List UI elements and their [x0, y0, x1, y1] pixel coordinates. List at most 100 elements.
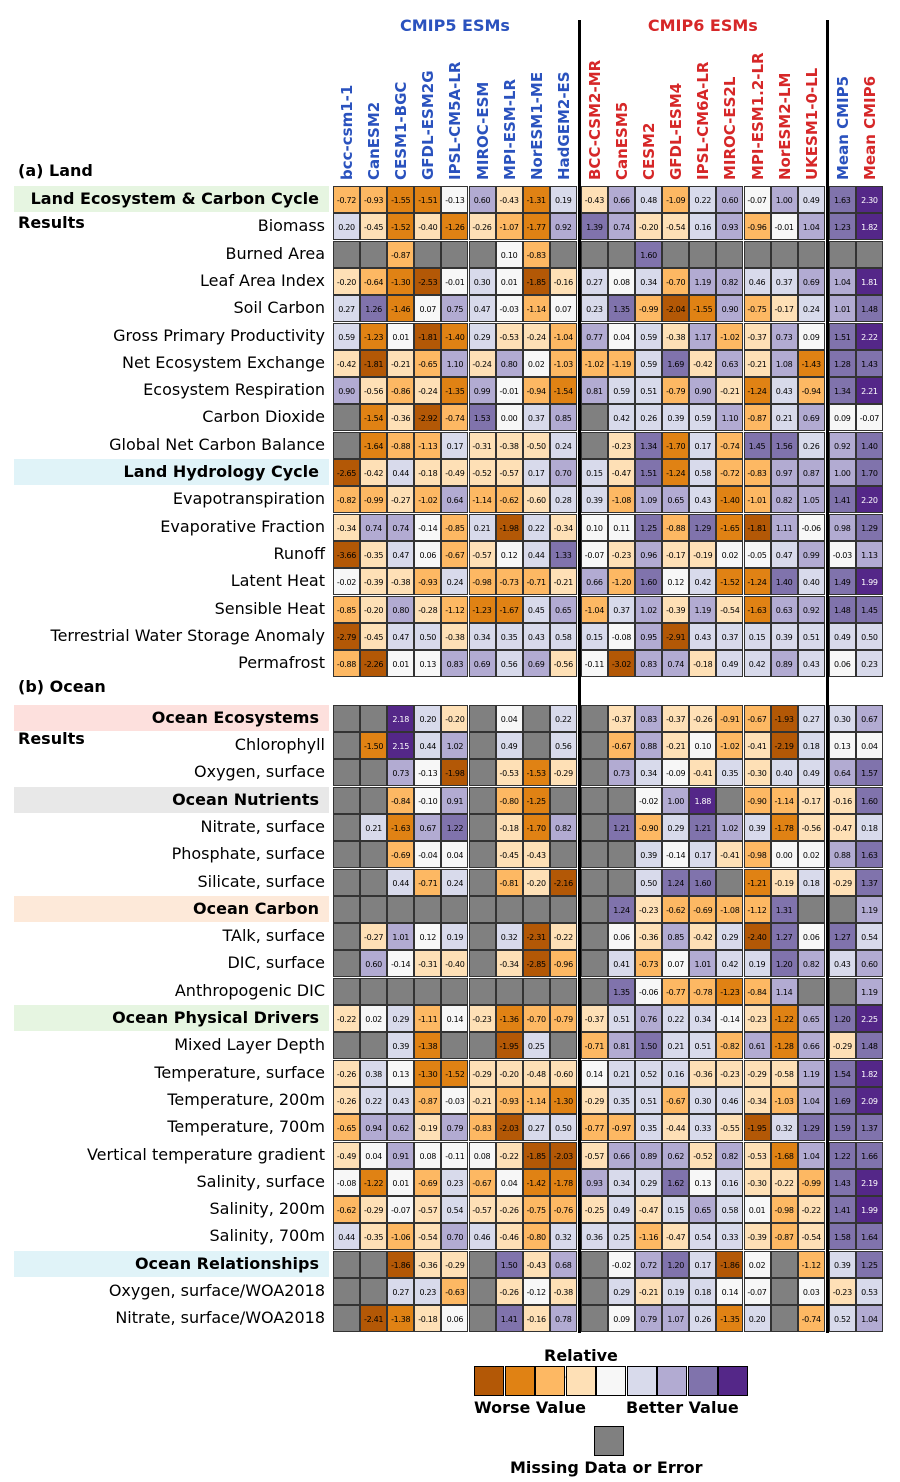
heatmap-cell: -0.87 [743, 404, 771, 432]
heatmap-cell: 0.49 [716, 650, 744, 678]
heatmap-cell: -0.23 [635, 895, 663, 923]
row-label: Sensible Heat [214, 598, 325, 618]
heatmap-cell: -1.16 [635, 1223, 663, 1251]
heatmap-cell: 0.51 [608, 1005, 635, 1032]
heatmap-cell: -1.93 [770, 704, 798, 732]
heatmap-cell: 0.12 [662, 568, 690, 596]
heatmap-cell: 0.14 [580, 1059, 608, 1087]
heatmap-cell: 1.50 [495, 1250, 523, 1278]
heatmap-cell: -0.10 [414, 786, 442, 814]
heatmap-cell: 0.43 [689, 486, 717, 514]
heatmap-cell: -0.71 [580, 1032, 608, 1060]
heatmap-cell: -0.54 [414, 1223, 442, 1251]
heatmap-cell: -2.92 [414, 404, 442, 432]
heatmap-cell: 0.17 [689, 1250, 717, 1278]
heatmap-cell: 1.70 [855, 459, 883, 486]
row-label: Silicate, surface [197, 871, 325, 891]
heatmap-cell: 1.29 [855, 513, 883, 541]
heatmap-cell: 1.19 [855, 895, 883, 923]
heatmap-cell: -0.16 [549, 267, 577, 295]
heatmap-cell: 0.85 [662, 923, 690, 951]
heatmap-cell: 0.06 [828, 650, 856, 678]
heatmap-cell: -0.74 [716, 431, 744, 459]
heatmap-cell: -1.81 [414, 322, 442, 350]
heatmap-cell: 1.81 [855, 267, 883, 295]
heatmap-cell: 1.99 [855, 1196, 883, 1224]
heatmap-cell: 1.59 [828, 1114, 856, 1142]
heatmap-cell: -0.41 [743, 732, 771, 759]
heatmap-cell: 0.83 [635, 704, 663, 732]
row-label: Temperature, 700m [167, 1117, 325, 1137]
heatmap-cell: 1.04 [855, 1305, 883, 1333]
heatmap-cell: -0.52 [689, 1141, 717, 1169]
heatmap-cell-missing [797, 240, 825, 268]
heatmap-cell: 0.74 [608, 213, 635, 241]
heatmap-cell: 0.34 [608, 1168, 635, 1196]
heatmap-cell: -1.02 [580, 349, 608, 377]
heatmap-cell-missing [608, 240, 635, 268]
heatmap-cell: -0.69 [387, 841, 415, 869]
heatmap-cell: -0.83 [743, 459, 771, 486]
heatmap-cell: 0.59 [608, 377, 635, 405]
legend-swatch-neutral [596, 1366, 626, 1396]
heatmap-cell: -0.29 [441, 1250, 469, 1278]
heatmap-cell: -0.60 [549, 1059, 577, 1087]
heatmap-cell-missing [333, 704, 360, 732]
heatmap-cell: -1.95 [743, 1114, 771, 1142]
heatmap-cell: -0.37 [743, 322, 771, 350]
heatmap-cell: -0.06 [797, 513, 825, 541]
heatmap-cell: 0.73 [387, 759, 415, 787]
heatmap-cell: 1.29 [797, 1114, 825, 1142]
heatmap-cell: 1.09 [635, 486, 663, 514]
heatmap-cell: 1.63 [855, 841, 883, 869]
heatmap-cell: -0.09 [662, 759, 690, 787]
heatmap-cell: -1.08 [608, 486, 635, 514]
heatmap-cell: 0.66 [608, 1141, 635, 1169]
heatmap-cell: 0.82 [770, 486, 798, 514]
heatmap-cell: 1.62 [662, 1168, 690, 1196]
heatmap-cell: 1.01 [387, 923, 415, 951]
heatmap-cell-missing [580, 841, 608, 869]
heatmap-cell: -0.99 [797, 1168, 825, 1196]
heatmap-cell: 0.79 [635, 1305, 663, 1333]
heatmap-cell: -1.04 [549, 322, 577, 350]
heatmap-cell: -0.56 [797, 813, 825, 841]
heatmap-cell: -1.01 [743, 486, 771, 514]
heatmap-cell-missing [549, 240, 577, 268]
model-name-cesm1-bgc: CESM1-BGC [392, 81, 411, 180]
heatmap-cell-missing [522, 732, 550, 759]
heatmap-cell: 1.14 [770, 977, 798, 1005]
heatmap-cell: -0.73 [495, 568, 523, 596]
heatmap-cell: -2.03 [495, 1114, 523, 1142]
heatmap-cell: -1.23 [468, 595, 496, 623]
heatmap-cell: 1.40 [855, 431, 883, 459]
heatmap-cell: -1.65 [716, 513, 744, 541]
heatmap-cell: -0.57 [468, 540, 496, 568]
heatmap-cell: 0.34 [689, 1005, 717, 1032]
heatmap-cell: -0.84 [743, 977, 771, 1005]
heatmap-cell: 1.01 [689, 950, 717, 978]
heatmap-cell: -2.16 [549, 868, 577, 896]
heatmap-cell: 0.69 [522, 650, 550, 678]
heatmap-cell: -0.01 [495, 377, 523, 405]
model-name-ukesm1-0-ll: UKESM1-0-LL [802, 67, 821, 180]
heatmap-cell: 2.19 [855, 1168, 883, 1196]
heatmap-cell: 0.24 [441, 868, 469, 896]
heatmap-cell: 0.43 [522, 622, 550, 650]
heatmap-cell: 0.18 [855, 813, 883, 841]
heatmap-cell: 0.82 [716, 267, 744, 295]
heatmap-cell: -0.07 [387, 1196, 415, 1224]
heatmap-cell: -0.42 [360, 459, 388, 486]
heatmap-cell: -2.53 [414, 267, 442, 295]
heatmap-cell: 0.28 [549, 486, 577, 514]
heatmap-cell: 0.30 [468, 267, 496, 295]
heatmap-cell: 1.51 [635, 459, 663, 486]
heatmap-cell: -0.78 [689, 977, 717, 1005]
heatmap-cell: 0.01 [387, 322, 415, 350]
heatmap-cell: 0.35 [495, 622, 523, 650]
heatmap-cell: -0.17 [662, 540, 690, 568]
heatmap-cell: 0.54 [441, 1196, 469, 1224]
model-name-mean-cmip5: Mean CMIP5 [833, 75, 852, 180]
heatmap-cell: 1.63 [828, 186, 856, 213]
heatmap-cell: -1.68 [770, 1141, 798, 1169]
